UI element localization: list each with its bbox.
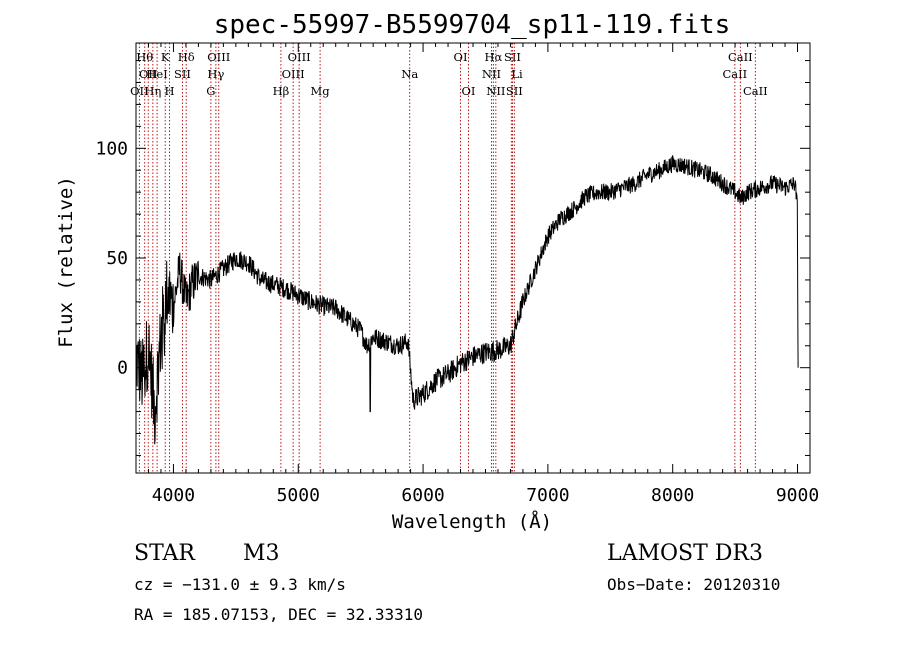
- spectral-line-label: CaII: [722, 67, 747, 81]
- x-axis-label: Wavelength (Å): [392, 510, 552, 533]
- spectrum-layer: [135, 155, 799, 445]
- spectral-line-label: SII: [506, 84, 523, 98]
- spectral-line-label: OI: [454, 50, 468, 64]
- spectral-line-label: G: [206, 84, 215, 98]
- spectral-line-label: CaII: [728, 50, 753, 64]
- spectral-line-label: NII: [482, 67, 501, 81]
- spectral-line-label: Na: [401, 67, 418, 81]
- chart-title: spec-55997-B5599704_sp11-119.fits: [214, 10, 731, 40]
- spectrum-series: [135, 155, 799, 445]
- x-tick-label: 5000: [277, 485, 320, 506]
- x-tick-label: 7000: [526, 485, 569, 506]
- obs-date-text: Obs−Date: 20120310: [607, 575, 780, 594]
- spectral-line-label: SII: [504, 50, 521, 64]
- axis-ticks-layer: 4000 5000 6000 7000 8000 9000 0 50 100: [95, 43, 819, 506]
- x-tick-label: 6000: [401, 485, 444, 506]
- plot-frame: [135, 42, 811, 474]
- spectral-line-label: K: [161, 50, 170, 64]
- spectral-line-label: OIII: [282, 67, 305, 81]
- spectral-line-label: Hδ: [178, 50, 195, 64]
- spectral-line-label: CaII: [743, 84, 768, 98]
- y-tick-label: 0: [117, 358, 128, 379]
- spectral-line-label: H: [165, 84, 175, 98]
- spectral-line-label: Mg: [311, 84, 331, 98]
- survey-name: LAMOST DR3: [607, 541, 763, 566]
- spectral-line-label: Hγ: [207, 67, 224, 81]
- spectral-line-label: SII: [174, 67, 191, 81]
- spectral-lines-layer: OIIHθOIIHηHeIKHSIIHδGHγOIIIHβOIIIOIIIMgN…: [130, 43, 768, 473]
- x-tick-label: 9000: [776, 485, 819, 506]
- redshift-text: cz = −131.0 ± 9.3 km/s: [134, 575, 346, 594]
- spectral-line-label: Hθ: [136, 50, 153, 64]
- spectral-line-label: OIII: [207, 50, 230, 64]
- spectral-line-label: OIII: [288, 50, 311, 64]
- object-subclass: M3: [243, 541, 280, 566]
- spectral-line-label: NII: [486, 84, 505, 98]
- y-axis-label: Flux (relative): [55, 176, 77, 348]
- spectral-line-label: HeI: [146, 67, 167, 81]
- x-tick-label: 4000: [152, 485, 195, 506]
- spectral-line-label: OII: [139, 67, 158, 81]
- spectral-line-label: OII: [130, 84, 149, 98]
- object-class: STAR: [134, 541, 196, 566]
- spectral-line-label: Hη: [144, 84, 161, 98]
- spectral-line-label: OI: [462, 84, 476, 98]
- coordinates-text: RA = 185.07153, DEC = 32.33310: [134, 605, 423, 624]
- spectral-line-label: Li: [511, 67, 523, 81]
- y-tick-label: 50: [106, 248, 128, 269]
- spectral-line-label: Hα: [484, 50, 502, 64]
- spectral-line-label: Hβ: [273, 84, 290, 98]
- x-tick-label: 8000: [651, 485, 694, 506]
- y-tick-label: 100: [95, 138, 128, 159]
